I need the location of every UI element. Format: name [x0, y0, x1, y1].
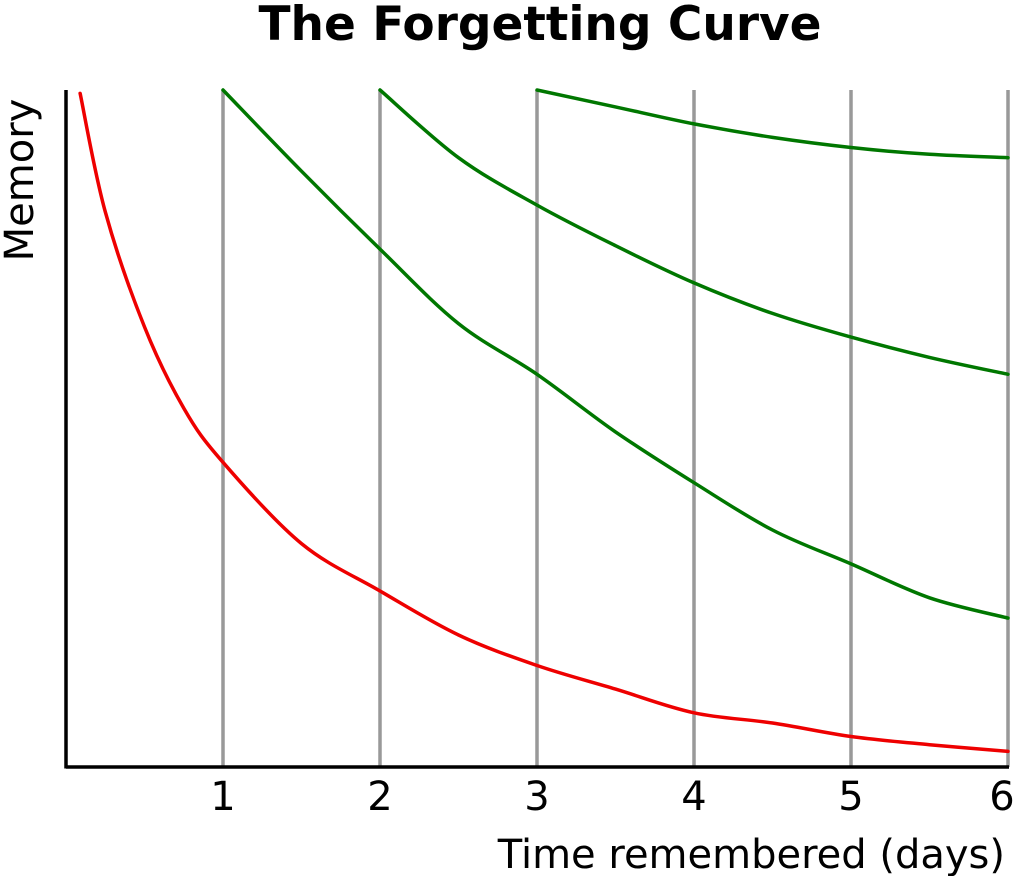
axes	[64, 90, 1009, 769]
x-tick-label-4: 4	[681, 774, 706, 820]
forgetting-curve-line	[78, 91, 1010, 754]
x-tick-label-3: 3	[524, 774, 549, 820]
series-lines	[78, 88, 1010, 754]
review-curve-line-1	[221, 88, 1010, 620]
x-tick-label-1: 1	[210, 774, 235, 820]
x-tick-label-6: 6	[989, 774, 1014, 820]
review-curve-line-3	[535, 88, 1010, 160]
y-axis-label: Memory	[0, 99, 43, 262]
x-axis-label: Time remembered (days)	[497, 832, 1005, 876]
vertical-gridlines	[221, 90, 1010, 767]
x-tick-label-5: 5	[838, 774, 863, 820]
x-tick-label-2: 2	[367, 774, 392, 820]
chart-title: The Forgetting Curve	[258, 0, 821, 52]
x-tick-labels: 1 2 3 4 5 6	[210, 774, 1014, 820]
review-curve-line-2	[378, 88, 1010, 377]
